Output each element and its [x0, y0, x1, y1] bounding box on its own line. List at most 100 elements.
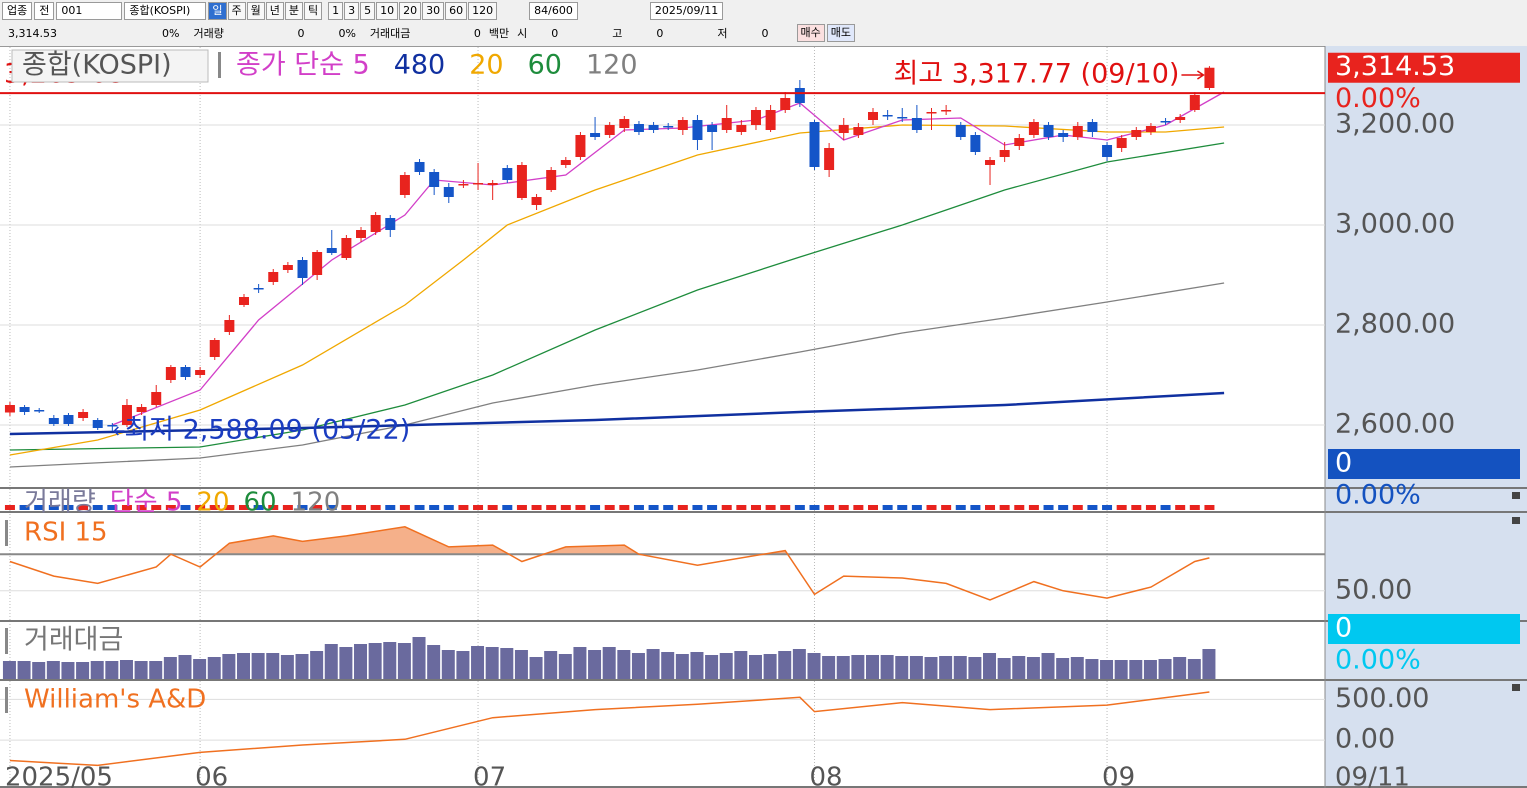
candle-body	[516, 165, 527, 198]
y-tick-label: 2,600.00	[1335, 409, 1455, 440]
mode[interactable]: 전	[34, 2, 55, 20]
market[interactable]: 업종	[2, 2, 33, 20]
annotation-arrow	[1181, 70, 1205, 80]
candle-body	[765, 110, 776, 130]
period-button[interactable]: 년	[265, 2, 284, 20]
candle-body	[1160, 121, 1171, 123]
candle-body	[575, 135, 586, 157]
bar	[119, 660, 133, 679]
sell-button[interactable]: 매도	[826, 24, 856, 42]
candle-body	[1087, 122, 1098, 132]
moving-average	[9, 282, 1225, 468]
interval-button[interactable]: 3	[344, 2, 360, 20]
volume-strip	[180, 505, 191, 510]
interval-button[interactable]: 30	[422, 2, 445, 20]
close-icon	[1512, 492, 1520, 499]
legend-marker	[5, 687, 8, 713]
interval-button[interactable]: 60	[445, 2, 468, 20]
candle-body	[692, 120, 703, 140]
bar	[983, 653, 997, 679]
bar	[792, 649, 806, 679]
bar	[471, 646, 485, 679]
y-tick-label: 0.00	[1335, 724, 1395, 755]
volume-strip	[385, 505, 396, 510]
bar	[646, 649, 660, 679]
last-value: 0	[1335, 613, 1352, 644]
legend-entry: 20	[469, 50, 503, 81]
volume-strip	[443, 505, 454, 510]
annotation: 최저 2,588.09 (05/22)	[124, 414, 410, 445]
date[interactable]: 2025/09/11	[649, 2, 724, 20]
candle-body	[619, 119, 630, 128]
candle-body	[531, 197, 542, 205]
candle-body	[1028, 122, 1039, 135]
volume-strip	[1160, 505, 1171, 510]
panel-title: William's A&D	[24, 685, 206, 715]
panel-title: 거래량	[24, 488, 96, 518]
index-name: 종합(KOSPI)	[124, 2, 207, 20]
interval-button[interactable]: 20	[399, 2, 422, 20]
title-box	[11, 49, 209, 83]
bar	[149, 661, 163, 679]
candle-body	[838, 125, 849, 133]
candle-body	[297, 260, 308, 278]
interval-button[interactable]: 10	[376, 2, 399, 20]
bar	[602, 647, 616, 679]
candle-body	[560, 160, 571, 165]
quote-row: 3,314.53 0% 거래량 0 0% 거래대금 0 백만 시 0 고 0 저…	[0, 22, 1527, 44]
bar	[807, 653, 821, 679]
legend-marker	[5, 520, 8, 546]
interval-button[interactable]: 1	[328, 2, 344, 20]
buy-button[interactable]: 매수	[796, 24, 825, 42]
last-price-box	[1328, 52, 1520, 83]
volume-strip	[297, 505, 308, 510]
volume-strip	[1028, 505, 1039, 510]
candle-body	[121, 405, 132, 425]
code[interactable]: 001	[56, 2, 123, 20]
volume-strip	[1043, 505, 1054, 510]
period-button[interactable]: 틱	[304, 2, 323, 20]
annotation-arrow	[113, 426, 125, 436]
candle-body	[443, 187, 454, 197]
candle-body	[911, 118, 922, 130]
interval-button[interactable]: 5	[360, 2, 376, 20]
volume-strip	[853, 505, 864, 510]
volume-strip	[970, 505, 981, 510]
volume-strip	[824, 505, 835, 510]
volume-strip	[516, 505, 527, 510]
volume-strip	[107, 505, 118, 510]
x-tick-label: 09	[1102, 763, 1135, 788]
unit: 백만	[488, 27, 510, 40]
volume-strip	[121, 505, 132, 510]
candle-body	[429, 172, 440, 187]
bar	[514, 650, 528, 679]
interval-button[interactable]: 120	[468, 2, 498, 20]
volume-strip	[955, 505, 966, 510]
candle-body	[268, 272, 279, 282]
candle-body	[1145, 126, 1156, 132]
count: 84/600	[529, 2, 578, 20]
bar	[661, 652, 675, 679]
candle-body	[151, 392, 162, 405]
bar	[1173, 657, 1187, 679]
bar	[968, 657, 982, 679]
volume-strip	[370, 505, 381, 510]
volume-strip	[560, 505, 571, 510]
x-tick-label: 06	[195, 763, 228, 788]
volume-strip	[136, 505, 147, 510]
annotation: 최고 3,317.77 (09/10)	[893, 59, 1179, 90]
volume-strip	[1072, 505, 1083, 510]
period-button[interactable]: 분	[284, 2, 303, 20]
period-button[interactable]: 월	[246, 2, 265, 20]
y-tick-label: 3,200.00	[1335, 109, 1455, 140]
bar	[1041, 653, 1055, 679]
volume-strip	[429, 505, 440, 510]
value: 0	[656, 26, 664, 40]
volume-strip	[19, 505, 30, 510]
period-button[interactable]: 일	[208, 2, 227, 20]
period-button[interactable]: 주	[227, 2, 246, 20]
panel-title: RSI 15	[24, 518, 108, 548]
candle-body	[1043, 125, 1054, 137]
volume-strip	[399, 505, 410, 510]
